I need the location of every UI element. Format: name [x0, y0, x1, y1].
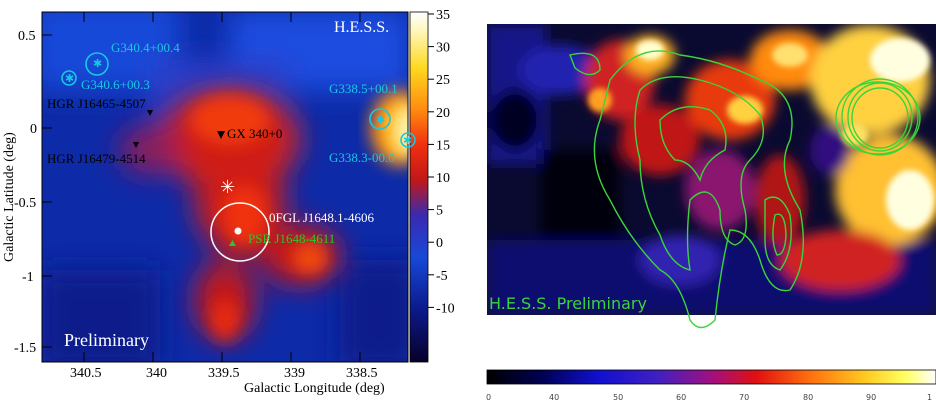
colorbar-tick-label: -10: [436, 301, 455, 316]
left-colorbar: [410, 12, 428, 362]
triangle-down-icon: [133, 142, 139, 148]
source-circle-g338.3: [400, 132, 416, 148]
x-tick-4: 339: [284, 366, 305, 381]
green-contours: [569, 50, 921, 329]
right-colorbar-tick-label: 70: [739, 393, 749, 402]
fermi-dot-icon: [234, 227, 242, 235]
label-pulsar: PSR J1648-4611: [248, 231, 335, 246]
map-frame: [41, 11, 409, 363]
x-tick-1: 340.5: [70, 366, 102, 381]
preliminary-label: Preliminary: [64, 330, 149, 350]
right-colorbar-tick-label: 80: [803, 393, 813, 402]
y-tick-4: -1: [22, 270, 34, 285]
y-tick-2: 0: [30, 122, 37, 137]
colorbar-tick-label: 30: [436, 41, 450, 56]
triangle-down-icon: [217, 131, 225, 139]
left-significance-map: 340.5 340 339.5 339 338.5 Galactic Longi…: [2, 8, 455, 396]
star-icon: ✱: [376, 113, 385, 126]
label-g340.4: G340.4+00.4: [111, 40, 180, 55]
instrument-label: H.E.S.S.: [334, 19, 389, 36]
label-hgr-16465: HGR J16465-4507: [47, 96, 146, 111]
colorbar-tick-label: 0: [436, 236, 443, 251]
label-hgr-16479: HGR J16479-4514: [47, 151, 146, 166]
right-preliminary-label: H.E.S.S. Preliminary: [489, 294, 647, 313]
label-g340.6: G340.6+00.3: [81, 77, 150, 92]
star-icon: ✱: [93, 57, 102, 70]
right-colorbar: [486, 369, 936, 385]
y-tick-1: 0.5: [18, 29, 36, 44]
y-axis-label: Galactic Latitude (deg): [2, 132, 17, 262]
x-axis-label: Galactic Longitude (deg): [244, 381, 385, 396]
colorbar-tick-label: 15: [436, 138, 450, 153]
x-tick-5: 338.5: [346, 366, 378, 381]
right-colorbar-ticks: 0 40 50 60 70 80 90 1: [486, 393, 932, 402]
colorbar-tick-label: 5: [436, 204, 443, 219]
x-tick-3: 339.5: [208, 366, 240, 381]
colorbar-tick-label: 20: [436, 106, 450, 121]
colorbar-tick-label: 10: [436, 171, 450, 186]
label-g338.5: G338.5+00.1: [329, 81, 398, 96]
y-tick-5: -1.5: [14, 341, 36, 356]
pulsar-triangle-icon: [229, 240, 236, 246]
right-colorbar-tick-label: 0: [486, 393, 491, 402]
right-colorbar-tick-label: 50: [613, 393, 623, 402]
significance-map-image: [42, 12, 408, 362]
triangle-down-icon: [147, 110, 153, 116]
colorbar-tick-label: 25: [436, 73, 450, 88]
optical-map-image: [487, 24, 936, 315]
source-circle-g340.4: [85, 52, 109, 76]
star-icon: ✱: [403, 134, 412, 147]
left-colorbar-ticks: 35 30 25 20 15 10 5 0 -5 -10: [428, 8, 455, 316]
asterisk-icon: ✳: [220, 177, 235, 198]
x-tick-2: 340: [146, 366, 167, 381]
colorbar-tick-label: 35: [436, 8, 450, 23]
right-colorbar-tick-label: 40: [549, 393, 559, 402]
right-colorbar-tick-label: 60: [676, 393, 686, 402]
source-circle-g338.5: [369, 108, 391, 130]
right-colorbar-tick-label: 90: [866, 393, 876, 402]
label-g338.3: G338.3-00.0: [329, 150, 395, 165]
label-gx340: GX 340+0: [227, 126, 282, 141]
fermi-error-circle: [210, 202, 270, 262]
y-tick-3: -0.5: [14, 196, 36, 211]
label-fermi: 0FGL J1648.1-4606: [269, 210, 374, 225]
star-icon: ✱: [65, 72, 74, 85]
source-circle-g340.6: [61, 70, 77, 86]
right-colorbar-tick-label: 1: [927, 393, 932, 402]
colorbar-tick-label: -5: [436, 269, 448, 284]
